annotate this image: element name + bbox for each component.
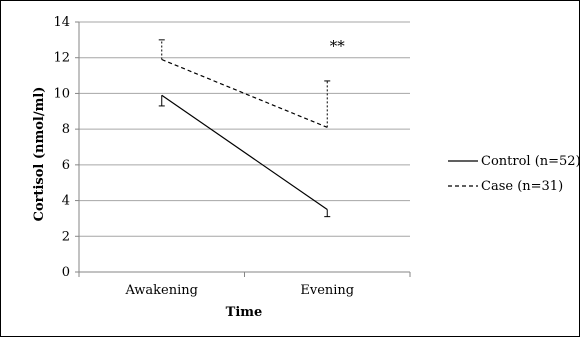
series-line <box>161 94 328 210</box>
y-tick-label: 4 <box>62 194 70 209</box>
series-line <box>161 58 328 128</box>
x-tick-label: Evening <box>300 283 354 298</box>
series-group <box>158 39 331 218</box>
axes <box>75 21 411 277</box>
y-tick-label: 10 <box>53 86 70 101</box>
x-axis-title: Time <box>226 305 263 320</box>
y-tick-label: 12 <box>53 51 70 66</box>
x-tick-label: Awakening <box>125 283 198 298</box>
legend-label: Control (n=52) <box>481 154 580 169</box>
y-axis-ticks: 0 2 4 6 8 10 12 14 <box>53 15 70 280</box>
legend-label: Case (n=31) <box>481 179 563 194</box>
y-tick-label: 6 <box>62 158 70 173</box>
annotations: ** <box>330 37 346 55</box>
y-tick-label: 2 <box>62 229 70 244</box>
y-tick-label: 14 <box>53 15 70 30</box>
y-tick-label: 8 <box>62 122 70 137</box>
x-axis-ticks: Awakening Evening <box>125 283 355 298</box>
y-tick-label: 0 <box>62 265 70 280</box>
legend: Control (n=52) Case (n=31) <box>448 154 580 194</box>
y-axis-title: Cortisol (nmol/ml) <box>32 87 47 222</box>
significance-annotation: ** <box>330 37 346 55</box>
gridlines <box>79 21 410 237</box>
